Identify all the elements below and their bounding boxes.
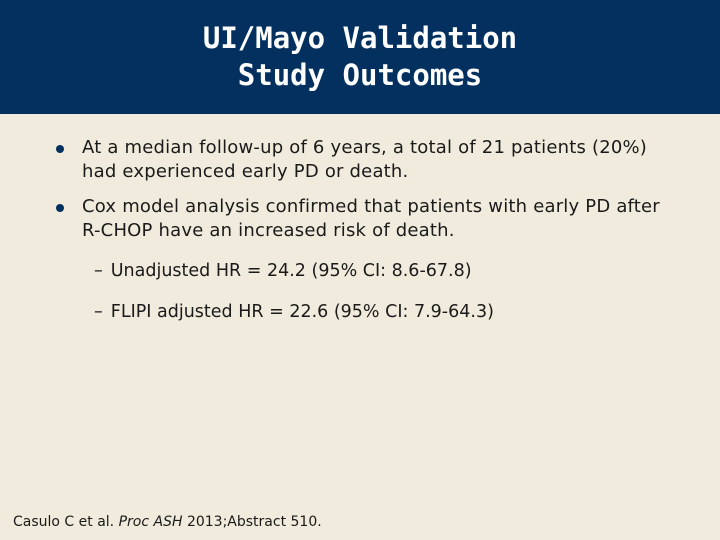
sub-bullet-dash: – [94, 261, 103, 281]
citation-rest: 2013;Abstract 510. [186, 514, 322, 530]
slide-title: UI/Mayo Validation Study Outcomes [60, 20, 660, 94]
sub-bullet-text: FLIPI adjusted HR = 22.6 (95% CI: 7.9-64… [110, 302, 494, 322]
citation-authors: Casulo C et al. [13, 514, 115, 530]
bullet-item-1: At a median follow-up of 6 years, a tota… [56, 136, 676, 184]
sub-bullet-dash: – [94, 302, 103, 322]
sub-bullet-item-2: – FLIPI adjusted HR = 22.6 (95% CI: 7.9-… [94, 300, 694, 324]
sub-bullet-item-1: – Unadjusted HR = 24.2 (95% CI: 8.6-67.8… [94, 259, 694, 283]
bullet-item-2: Cox model analysis confirmed that patien… [56, 195, 676, 243]
slide-title-line-2: Study Outcomes [237, 58, 483, 92]
citation: Casulo C et al. Proc ASH 2013;Abstract 5… [13, 514, 322, 530]
title-bar: UI/Mayo Validation Study Outcomes [0, 0, 720, 114]
slide-title-line-1: UI/Mayo Validation [202, 21, 518, 55]
bullet-text: Cox model analysis confirmed that patien… [82, 196, 660, 241]
citation-journal: Proc ASH [118, 514, 183, 530]
bullet-dot-icon [56, 145, 64, 153]
bullet-text: At a median follow-up of 6 years, a tota… [82, 137, 648, 182]
sub-bullet-text: Unadjusted HR = 24.2 (95% CI: 8.6-67.8) [110, 261, 472, 281]
bullet-dot-icon [56, 204, 64, 212]
